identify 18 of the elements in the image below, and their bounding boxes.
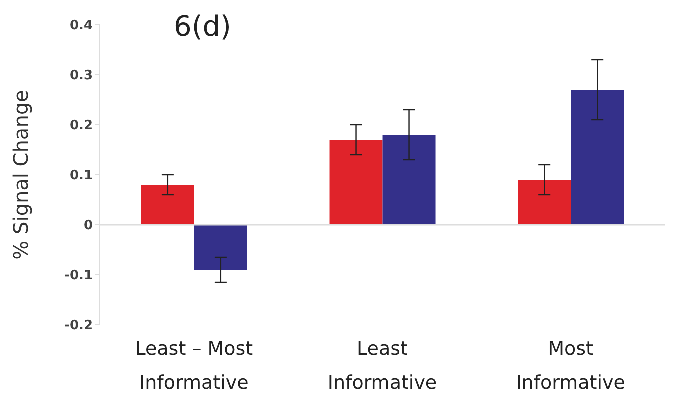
- x-tick-label: Most Informative: [516, 338, 626, 394]
- x-tick-label: Least Informative: [328, 338, 438, 394]
- bar: [141, 185, 194, 225]
- y-tick-label: 0.2: [70, 118, 93, 134]
- chart-title: 6(d): [174, 10, 232, 43]
- y-tick-label: 0: [84, 218, 93, 234]
- bar: [518, 180, 572, 225]
- y-axis-title: % Signal Change: [9, 90, 34, 260]
- bar: [571, 90, 624, 225]
- y-tick-label: 0.3: [70, 68, 93, 84]
- y-tick-label: 0.1: [70, 168, 93, 184]
- y-tick-label: 0.4: [70, 18, 93, 34]
- y-tick-label: -0.2: [64, 318, 93, 334]
- x-tick-label: Least – Most Informative: [135, 338, 254, 394]
- bar: [382, 135, 436, 225]
- bar: [194, 225, 248, 270]
- bar: [330, 140, 383, 225]
- y-tick-label: -0.1: [64, 268, 93, 284]
